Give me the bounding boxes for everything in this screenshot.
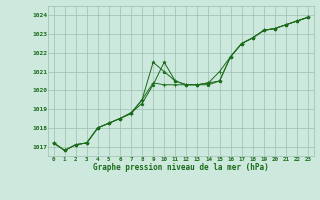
X-axis label: Graphe pression niveau de la mer (hPa): Graphe pression niveau de la mer (hPa) — [93, 163, 269, 172]
